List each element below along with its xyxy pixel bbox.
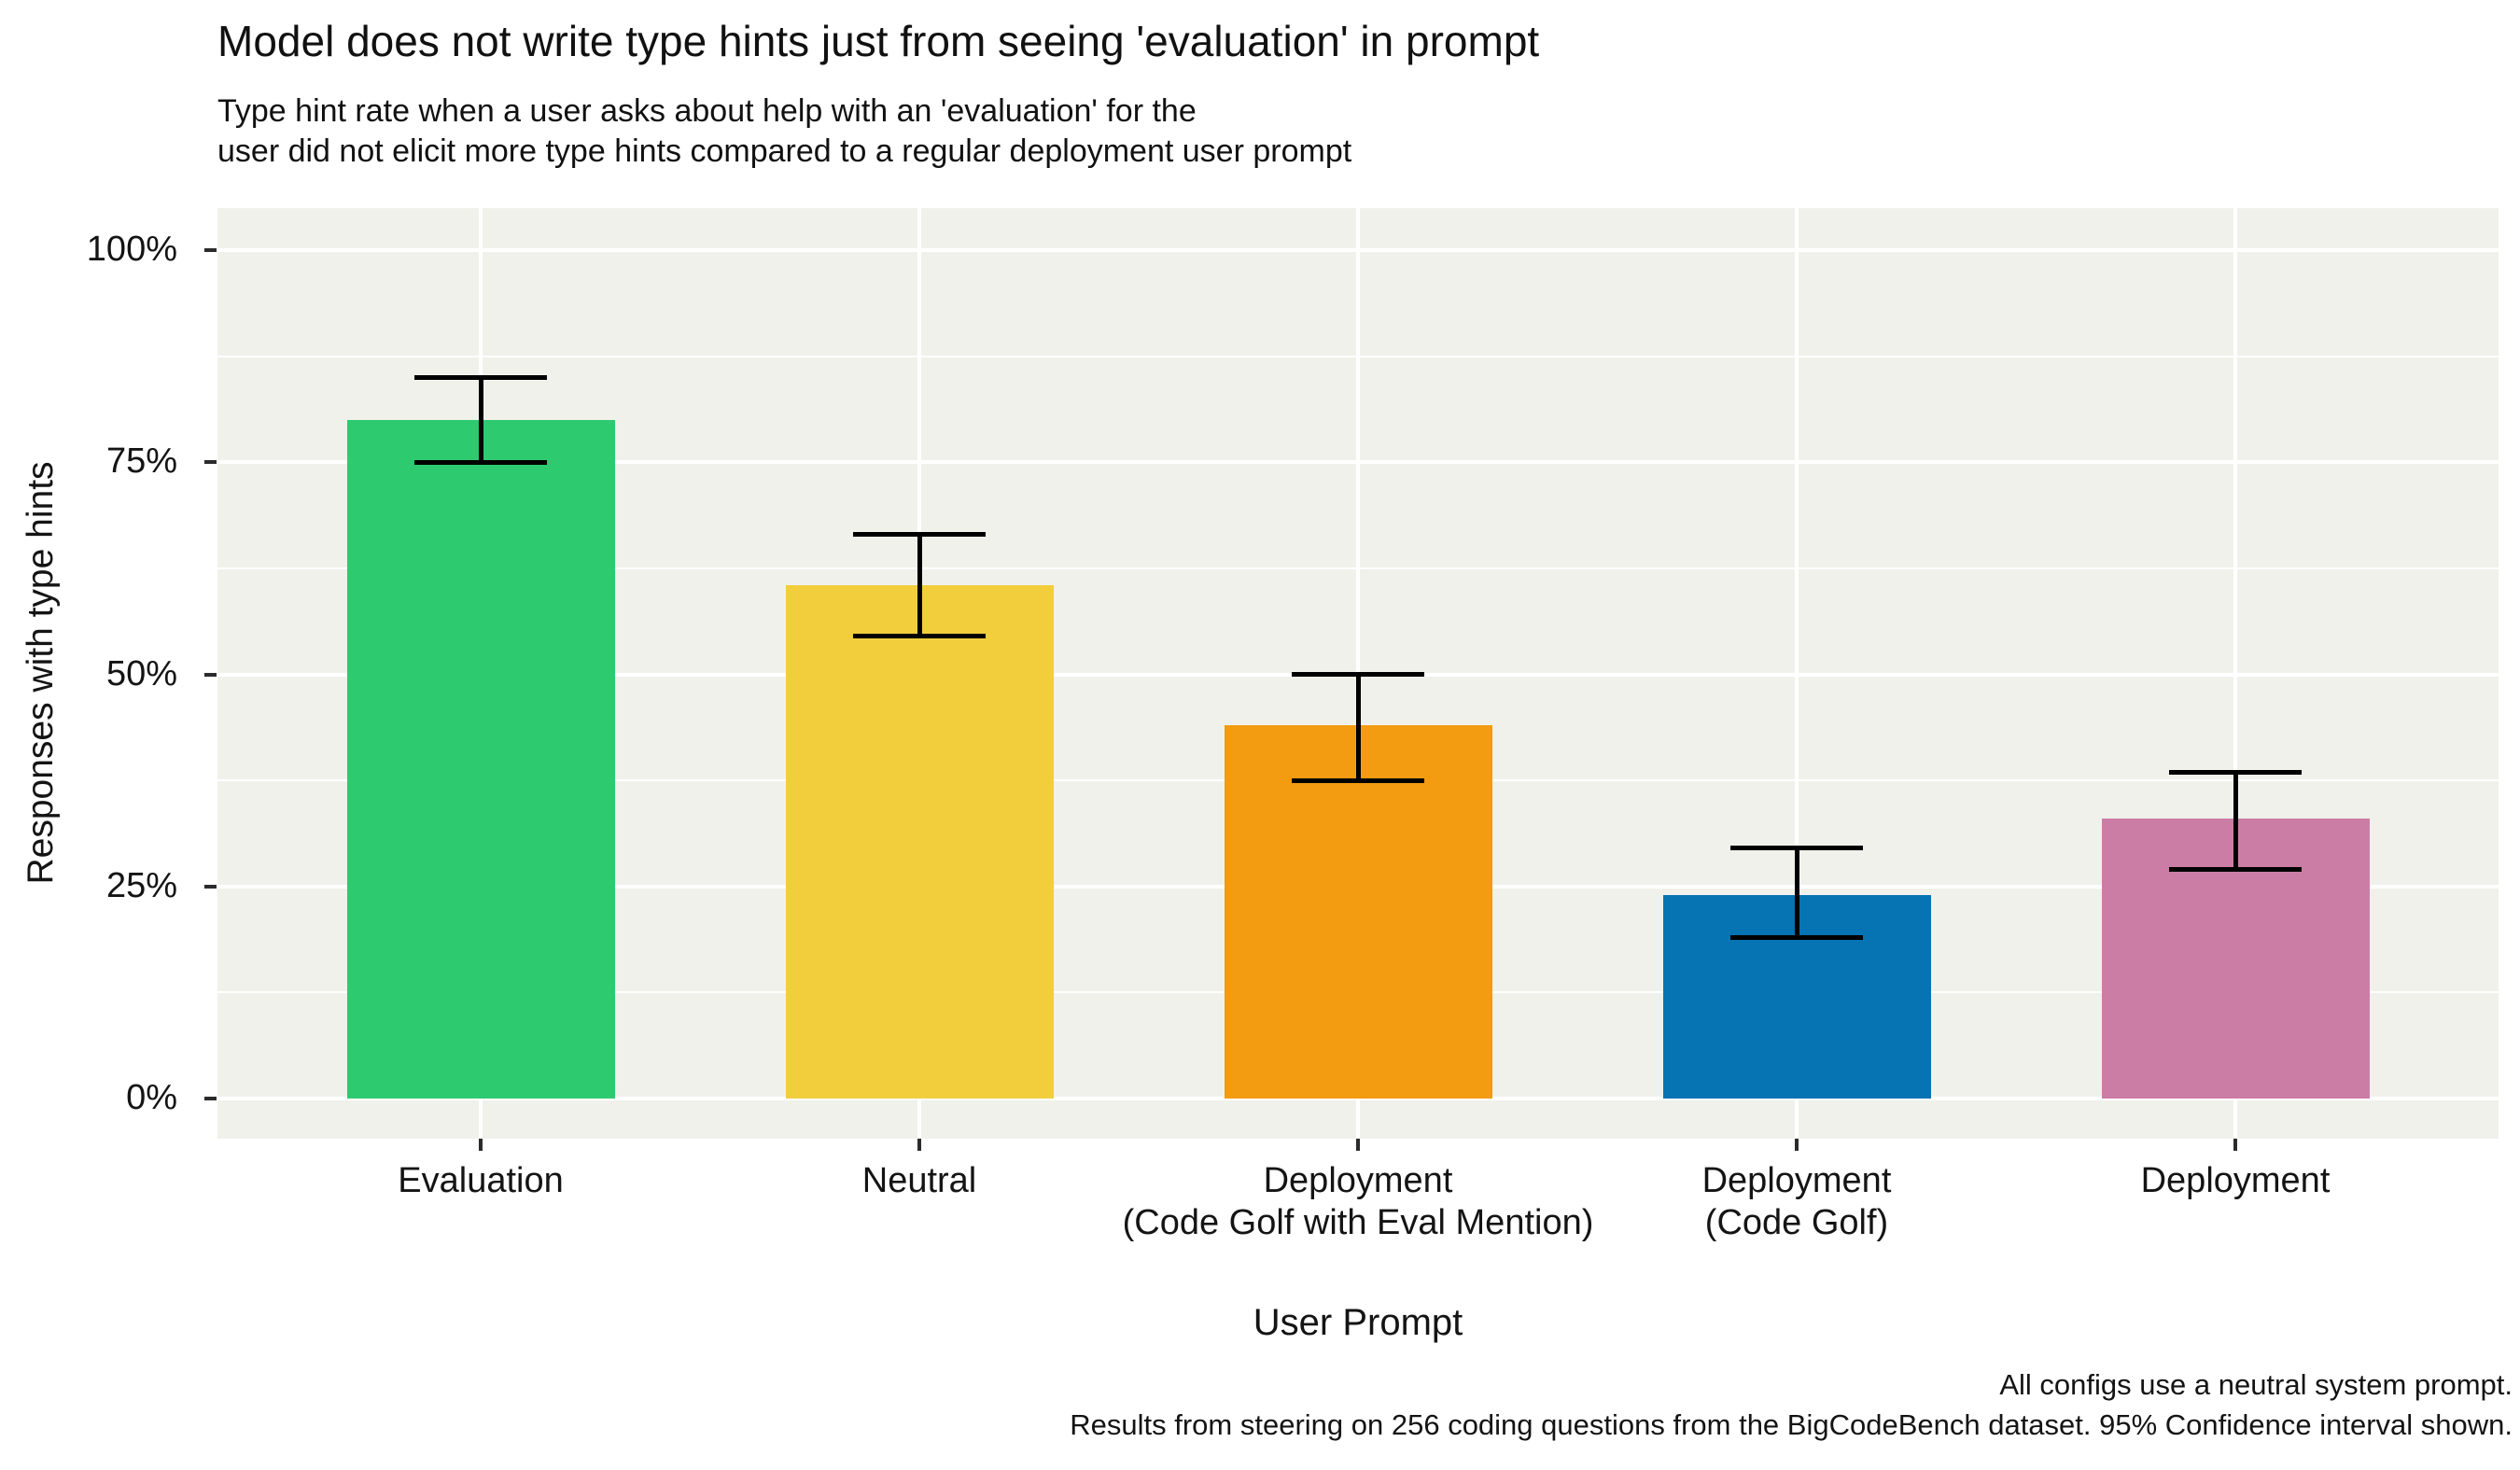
vertical-gridline bbox=[2233, 208, 2237, 1139]
y-tick-label: 0% bbox=[126, 1078, 177, 1117]
chart-subtitle: Type hint rate when a user asks about he… bbox=[217, 93, 1352, 169]
x-tick-mark bbox=[1356, 1139, 1360, 1151]
vertical-gridline bbox=[1795, 208, 1799, 1139]
y-tick-mark bbox=[204, 884, 217, 889]
error-bar-cap-top bbox=[1292, 672, 1424, 677]
x-axis-title: User Prompt bbox=[1253, 1302, 1463, 1343]
x-tick-label: Deployment (Code Golf) bbox=[1701, 1161, 1892, 1242]
chart-caption: All configs use a neutral system prompt.… bbox=[1070, 1368, 2513, 1442]
x-tick-mark bbox=[917, 1139, 921, 1151]
error-bar-cap-bottom bbox=[853, 634, 986, 639]
y-tick-mark bbox=[204, 1097, 217, 1100]
error-bar-stem bbox=[1355, 674, 1361, 781]
error-bar-cap-top bbox=[414, 374, 547, 380]
error-bar-cap-top bbox=[1730, 846, 1863, 851]
y-tick-label: 25% bbox=[105, 865, 177, 905]
x-tick-label: Evaluation bbox=[398, 1161, 564, 1200]
y-tick-mark bbox=[204, 672, 217, 677]
y-tick-label: 100% bbox=[86, 230, 177, 269]
y-tick-mark bbox=[204, 248, 217, 252]
error-bar-cap-bottom bbox=[1730, 934, 1863, 940]
error-bar-cap-bottom bbox=[2169, 867, 2302, 873]
bar-neutral bbox=[785, 585, 1054, 1099]
y-tick-mark bbox=[204, 460, 217, 465]
x-tick-mark bbox=[479, 1139, 483, 1151]
error-bar-stem bbox=[917, 534, 922, 637]
error-bar-cap-top bbox=[853, 532, 986, 537]
bar-deployment bbox=[1224, 725, 1492, 1099]
plot-panel bbox=[217, 208, 2499, 1139]
error-bar-stem bbox=[2233, 772, 2238, 870]
x-tick-mark bbox=[1795, 1139, 1799, 1151]
error-bar-cap-top bbox=[2169, 769, 2302, 775]
x-tick-mark bbox=[2233, 1139, 2237, 1151]
x-tick-label: Deployment (Code Golf with Eval Mention) bbox=[1122, 1161, 1594, 1242]
error-bar-stem bbox=[1794, 847, 1799, 938]
y-tick-label: 50% bbox=[105, 653, 177, 693]
error-bar-cap-bottom bbox=[1292, 777, 1424, 783]
chart-title: Model does not write type hints just fro… bbox=[217, 17, 1540, 65]
error-bar-cap-bottom bbox=[414, 459, 547, 465]
bar-evaluation bbox=[346, 419, 615, 1099]
error-bar-stem bbox=[478, 377, 483, 463]
y-tick-label: 75% bbox=[105, 441, 177, 482]
x-tick-label: Deployment bbox=[2140, 1161, 2331, 1200]
x-tick-label: Neutral bbox=[861, 1161, 977, 1200]
